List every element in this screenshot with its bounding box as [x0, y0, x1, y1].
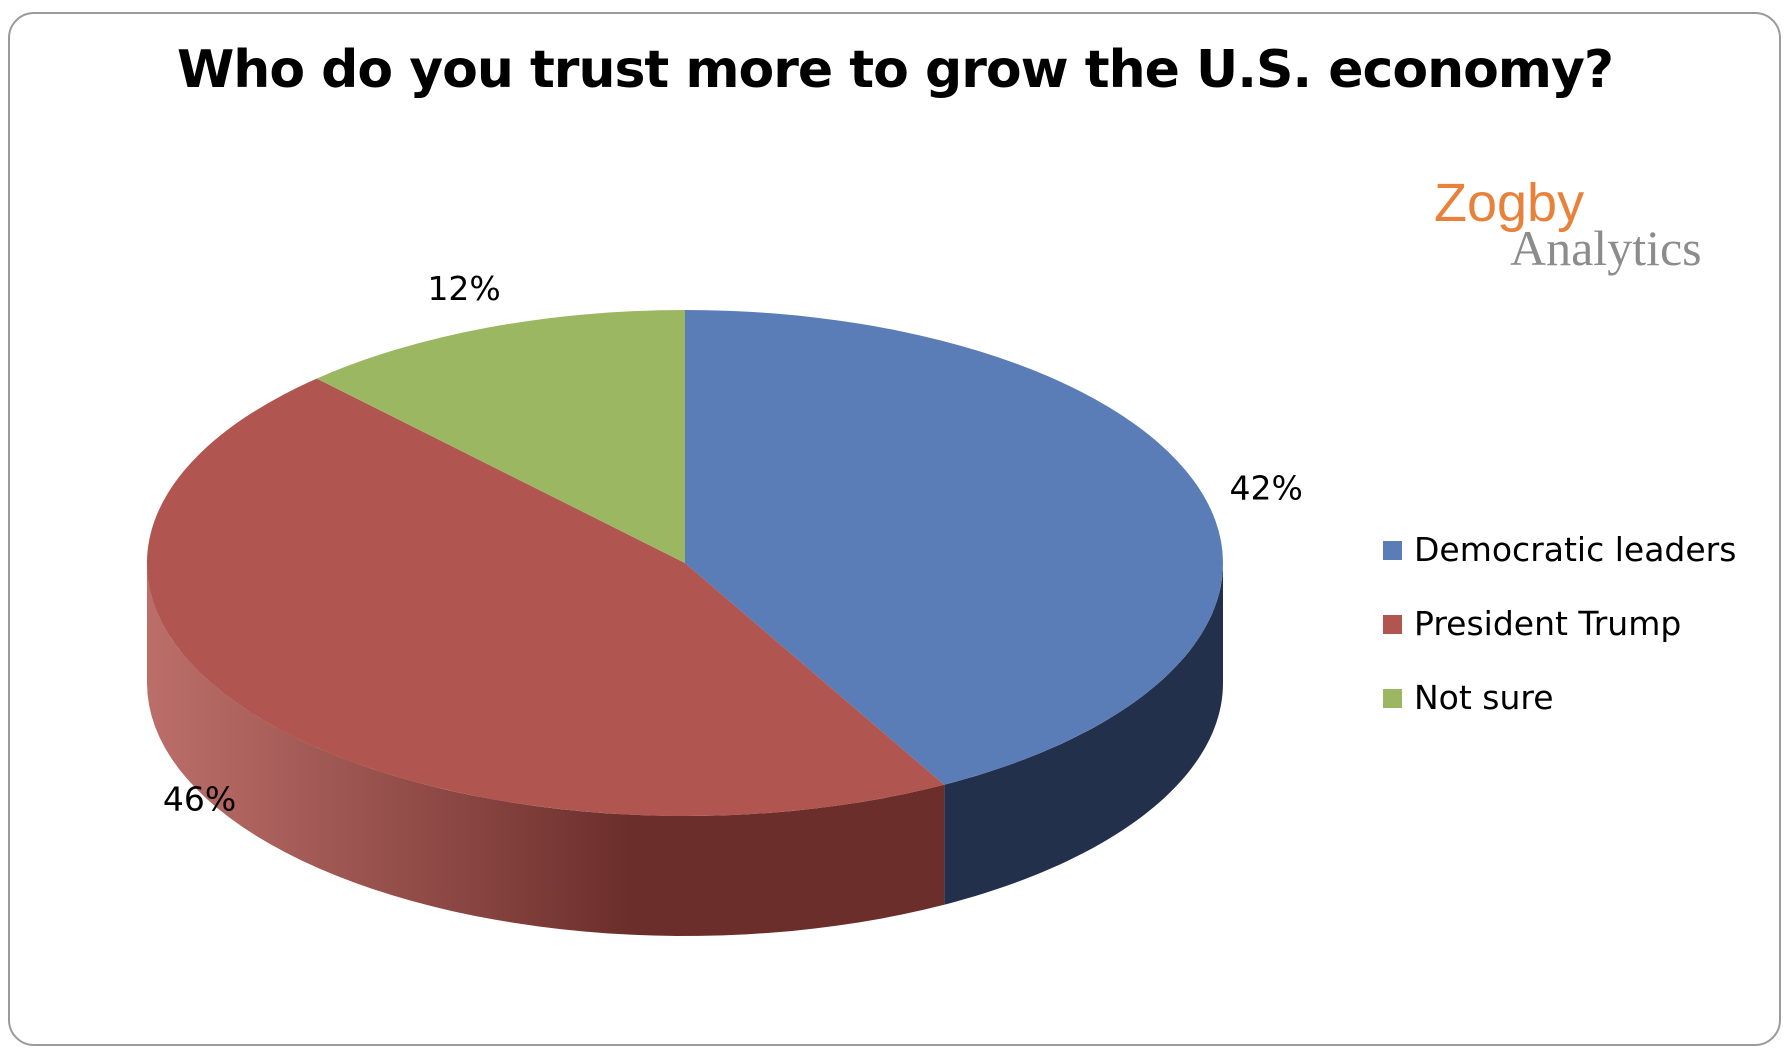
legend-item-democratic-leaders: Democratic leaders	[1383, 528, 1763, 602]
legend-swatch-democratic-leaders	[1383, 541, 1402, 560]
pie-slice-president-trump	[146, 378, 945, 817]
legend: Democratic leaders President Trump Not s…	[1383, 528, 1763, 750]
logo-word-zogby: Zogby	[1434, 173, 1585, 233]
data-label-president-trump: 46%	[163, 780, 236, 819]
pie-slice-democratic-leaders	[685, 310, 1224, 785]
legend-label-president-trump: President Trump	[1414, 604, 1682, 643]
pie-side-democratic-leaders	[944, 563, 1223, 905]
legend-swatch-not-sure	[1383, 689, 1402, 708]
legend-label-not-sure: Not sure	[1414, 678, 1554, 717]
legend-item-not-sure: Not sure	[1383, 676, 1763, 750]
data-label-not-sure: 12%	[427, 269, 500, 308]
zogby-analytics-logo: Zogby Analytics	[1434, 176, 1724, 286]
data-label-democratic-leaders: 42%	[1229, 469, 1302, 508]
pie-side-president-trump	[147, 563, 945, 936]
pie-sides	[147, 563, 1223, 936]
legend-swatch-president-trump	[1383, 615, 1402, 634]
pie-slice-not-sure	[316, 310, 685, 563]
legend-item-president-trump: President Trump	[1383, 602, 1763, 676]
chart-title: Who do you trust more to grow the U.S. e…	[176, 40, 1614, 100]
pie-tops	[146, 310, 1224, 817]
pie-labels: 42% 46% 12%	[163, 269, 1303, 819]
legend-label-democratic-leaders: Democratic leaders	[1414, 530, 1737, 569]
logo-word-analytics: Analytics	[1510, 220, 1702, 276]
